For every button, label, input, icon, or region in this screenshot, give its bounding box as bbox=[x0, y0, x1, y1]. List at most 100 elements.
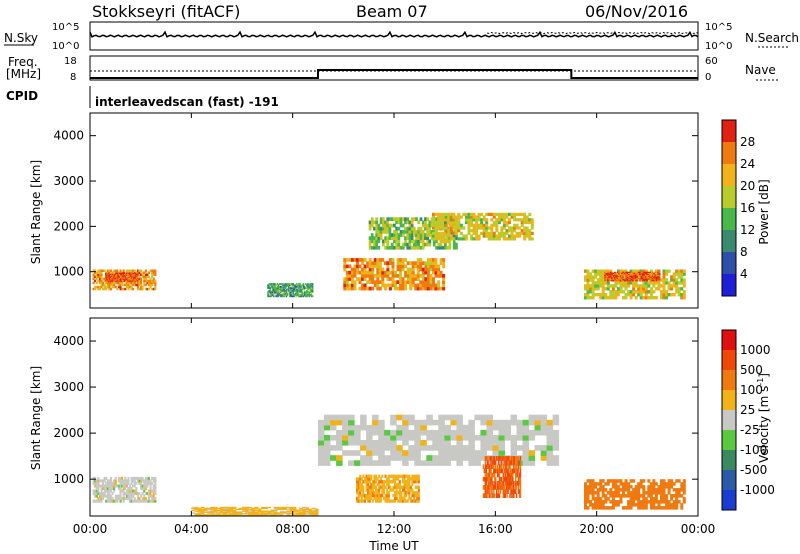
heatmap-cell bbox=[630, 279, 633, 282]
heatmap-cell bbox=[606, 284, 610, 288]
x-tick-label: 00:00 bbox=[73, 522, 108, 536]
heatmap-cell bbox=[452, 242, 456, 247]
heatmap-cell bbox=[680, 278, 684, 282]
heatmap-cell bbox=[94, 479, 97, 483]
heatmap-cell bbox=[546, 435, 554, 441]
heatmap-cell bbox=[409, 277, 413, 281]
heatmap-cell bbox=[125, 481, 128, 485]
heatmap-cell bbox=[306, 291, 308, 294]
heatmap-cell bbox=[123, 272, 125, 274]
heatmap-cell bbox=[429, 283, 433, 288]
heatmap-cell bbox=[353, 283, 357, 288]
heatmap-cell bbox=[275, 295, 277, 298]
heatmap-cell bbox=[388, 245, 392, 250]
heatmap-cell bbox=[426, 280, 430, 284]
heatmap-cell bbox=[452, 212, 456, 216]
heatmap-cell bbox=[368, 488, 371, 492]
heatmap-cell bbox=[468, 440, 475, 446]
heatmap-cell bbox=[140, 479, 143, 483]
heatmap-cell bbox=[282, 289, 284, 292]
heatmap-cell bbox=[98, 273, 101, 276]
heatmap-cell bbox=[292, 284, 294, 287]
heatmap-cell bbox=[584, 482, 587, 486]
heatmap-cell bbox=[501, 485, 504, 490]
heatmap-cell bbox=[629, 281, 633, 285]
heatmap-cell bbox=[523, 229, 527, 233]
heatmap-cell bbox=[136, 499, 139, 503]
heatmap-cell bbox=[394, 491, 397, 495]
heatmap-cell bbox=[601, 281, 605, 285]
heatmap-cell bbox=[149, 489, 152, 493]
heatmap-cell bbox=[420, 460, 427, 466]
heatmap-cell bbox=[426, 258, 430, 262]
heatmap-cell bbox=[286, 513, 290, 515]
heatmap-cell bbox=[216, 514, 221, 516]
heatmap-cell bbox=[121, 276, 123, 278]
heatmap-cell bbox=[143, 481, 146, 485]
heatmap-cell bbox=[120, 275, 122, 277]
heatmap-cell bbox=[658, 271, 661, 274]
heatmap-cell bbox=[604, 275, 607, 277]
heatmap-cell bbox=[226, 506, 230, 509]
heatmap-cell bbox=[210, 508, 214, 510]
heatmap-cell bbox=[634, 279, 637, 282]
heatmap-cell bbox=[500, 234, 504, 238]
heatmap-cell bbox=[500, 229, 504, 233]
heatmap-cell bbox=[637, 485, 641, 489]
heatmap-cell bbox=[594, 497, 598, 501]
heatmap-cell bbox=[528, 218, 532, 222]
heatmap-cell bbox=[367, 491, 370, 495]
heatmap-cell bbox=[648, 271, 651, 274]
heatmap-cell bbox=[502, 231, 506, 235]
heatmap-cell bbox=[154, 271, 157, 274]
heatmap-cell bbox=[442, 283, 446, 288]
heatmap-cell bbox=[97, 489, 100, 493]
heatmap-cell bbox=[511, 481, 513, 486]
heatmap-cell bbox=[500, 481, 503, 486]
noise-left-tick-bottom: 10^0 bbox=[52, 41, 79, 52]
heatmap-cell bbox=[147, 489, 150, 493]
heatmap-cell bbox=[134, 275, 136, 277]
heatmap-cell bbox=[459, 226, 463, 230]
heatmap-cell bbox=[127, 494, 130, 498]
heatmap-cell bbox=[660, 491, 663, 495]
heatmap-cell bbox=[632, 503, 636, 507]
heatmap-cell bbox=[505, 476, 507, 482]
heatmap-cell bbox=[298, 289, 300, 292]
heatmap-cell bbox=[413, 245, 416, 250]
heatmap-cell bbox=[640, 272, 643, 274]
heatmap-cell bbox=[413, 480, 416, 484]
heatmap-cell bbox=[636, 277, 639, 279]
heatmap-cell bbox=[682, 479, 686, 483]
heatmap-cell bbox=[232, 512, 237, 514]
heatmap-cell bbox=[419, 217, 423, 221]
heatmap-cell bbox=[95, 285, 98, 289]
heatmap-cell bbox=[213, 514, 218, 516]
heatmap-cell bbox=[318, 450, 325, 456]
heatmap-cell bbox=[350, 267, 354, 272]
heatmap-cell bbox=[675, 284, 679, 288]
heatmap-cell bbox=[660, 488, 663, 492]
heatmap-cell bbox=[141, 287, 144, 291]
heatmap-cell bbox=[441, 223, 445, 228]
heatmap-cell bbox=[650, 279, 653, 282]
heatmap-cell bbox=[373, 477, 376, 481]
heatmap-cell bbox=[500, 215, 504, 219]
heatmap-cell bbox=[132, 275, 134, 277]
heatmap-cell bbox=[389, 474, 392, 478]
heatmap-cell bbox=[616, 491, 620, 495]
heatmap-cell bbox=[450, 419, 457, 426]
heatmap-cell bbox=[682, 296, 686, 300]
heatmap-cell bbox=[452, 231, 456, 235]
heatmap-cell bbox=[647, 488, 651, 492]
heatmap-cell bbox=[390, 419, 397, 426]
heatmap-cell bbox=[384, 230, 387, 234]
heatmap-cell bbox=[368, 480, 371, 484]
heatmap-cell bbox=[512, 472, 514, 478]
heatmap-cell bbox=[152, 279, 155, 283]
heatmap-cell bbox=[462, 212, 466, 216]
heatmap-cell bbox=[639, 479, 643, 483]
heatmap-cell bbox=[401, 245, 405, 250]
heatmap-cell bbox=[245, 507, 249, 510]
heatmap-cell bbox=[92, 269, 95, 272]
